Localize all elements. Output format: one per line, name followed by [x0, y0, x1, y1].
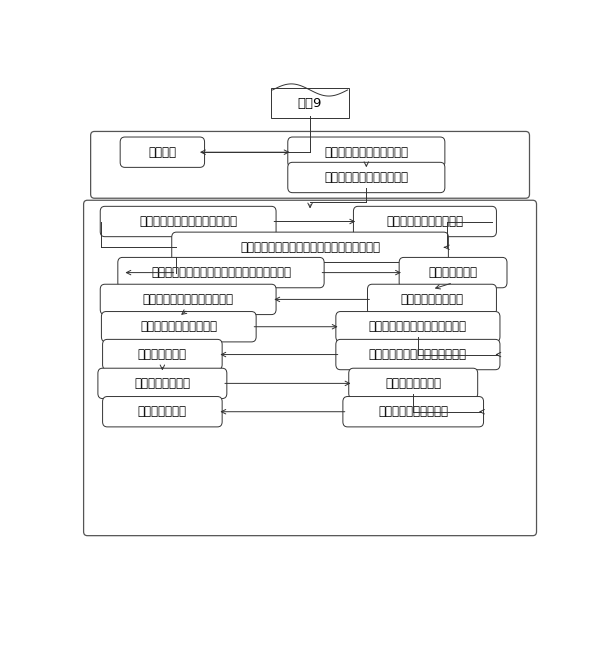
FancyBboxPatch shape	[172, 232, 448, 263]
Text: 显示葡萄糖需求量范围、热卡范围、糖比范围: 显示葡萄糖需求量范围、热卡范围、糖比范围	[151, 266, 291, 279]
FancyBboxPatch shape	[353, 206, 497, 237]
FancyBboxPatch shape	[270, 88, 350, 118]
Text: 显示体重: 显示体重	[148, 146, 177, 159]
FancyBboxPatch shape	[343, 397, 483, 427]
Text: 显示氨基酸需求量及系数: 显示氨基酸需求量及系数	[387, 215, 463, 228]
FancyBboxPatch shape	[348, 368, 478, 399]
Text: 显示需求热氨比: 显示需求热氨比	[428, 266, 477, 279]
Text: 显示葡萄糖所选量、热卡、糖比: 显示葡萄糖所选量、热卡、糖比	[369, 348, 467, 361]
FancyBboxPatch shape	[100, 284, 276, 315]
Text: 显示所选糖终浓度: 显示所选糖终浓度	[385, 377, 441, 390]
Text: 显示所选液体总量: 显示所选液体总量	[134, 377, 191, 390]
FancyBboxPatch shape	[98, 368, 227, 399]
Text: 显示需求液体量范围: 显示需求液体量范围	[401, 293, 463, 306]
FancyBboxPatch shape	[336, 340, 500, 370]
Text: 显示所选其他营养制剂列表: 显示所选其他营养制剂列表	[324, 171, 408, 184]
FancyBboxPatch shape	[367, 284, 497, 315]
FancyBboxPatch shape	[336, 311, 500, 342]
Text: 显示非蛋白热卡所选量及系数: 显示非蛋白热卡所选量及系数	[143, 293, 234, 306]
FancyBboxPatch shape	[288, 137, 445, 168]
FancyBboxPatch shape	[103, 397, 222, 427]
FancyBboxPatch shape	[118, 258, 324, 288]
Text: 接图9: 接图9	[298, 97, 322, 110]
Text: 显示脂肪乳所选量、热卡、脂比: 显示脂肪乳所选量、热卡、脂比	[369, 320, 467, 333]
FancyBboxPatch shape	[103, 340, 222, 370]
Text: 显示所选氯化钾终浓度: 显示所选氯化钾终浓度	[378, 405, 448, 419]
Text: 显示脂肪乳需求量范围、热卡范围、脂比范围: 显示脂肪乳需求量范围、热卡范围、脂比范围	[240, 241, 380, 254]
FancyBboxPatch shape	[120, 137, 204, 168]
Text: 显示非热蛋白热卡需求量及系数: 显示非热蛋白热卡需求量及系数	[139, 215, 237, 228]
FancyBboxPatch shape	[399, 258, 507, 288]
FancyBboxPatch shape	[102, 311, 256, 342]
FancyBboxPatch shape	[288, 162, 445, 193]
Text: 显示氨基酸所选量及系数: 显示氨基酸所选量及系数	[140, 320, 217, 333]
Text: 显示所选热氨比: 显示所选热氨比	[138, 348, 187, 361]
Text: 显示所选三大营养制剂列表: 显示所选三大营养制剂列表	[324, 146, 408, 159]
Text: 显示所选渗透压: 显示所选渗透压	[138, 405, 187, 419]
FancyBboxPatch shape	[100, 206, 276, 237]
